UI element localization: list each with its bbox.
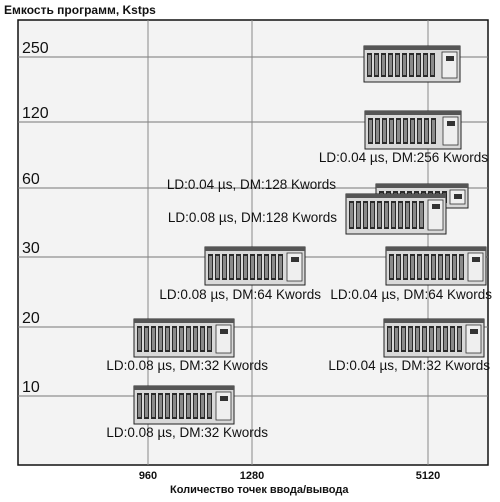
x-tick-label: 5120 bbox=[416, 470, 440, 482]
plc-module-image bbox=[385, 246, 487, 286]
data-point-label: LD:0.04 µs, DM:128 Kwords bbox=[167, 177, 336, 192]
plc-module-image bbox=[133, 318, 235, 358]
plot-frame bbox=[17, 19, 489, 466]
data-point-label: LD:0.08 µs, DM:32 Kwords bbox=[106, 358, 268, 373]
x-tick-label: 960 bbox=[139, 470, 157, 482]
y-tick-label: 250 bbox=[22, 40, 49, 57]
plc-module-image bbox=[383, 318, 485, 358]
data-point-label: LD:0.08 µs, DM:32 Kwords bbox=[106, 425, 268, 440]
y-tick-label: 10 bbox=[22, 379, 40, 396]
y-axis-label: Емкость программ, Kstps bbox=[4, 3, 156, 17]
data-point-label: LD:0.04 µs, DM:64 Kwords bbox=[330, 287, 492, 302]
data-point-label: LD:0.08 µs, DM:128 Kwords bbox=[168, 210, 337, 225]
plc-module-image bbox=[363, 45, 461, 83]
x-axis-label: Количество точек ввода/вывода bbox=[170, 484, 349, 496]
x-tick-label: 1280 bbox=[240, 470, 264, 482]
data-point-label: LD:0.04 µs, DM:256 Kwords bbox=[319, 150, 488, 165]
data-point-label: LD:0.08 µs, DM:64 Kwords bbox=[159, 287, 321, 302]
y-tick-label: 30 bbox=[22, 240, 40, 257]
y-tick-label: 60 bbox=[22, 171, 40, 188]
plc-module-image bbox=[204, 246, 306, 286]
y-tick-label: 120 bbox=[22, 105, 49, 122]
y-tick-label: 20 bbox=[22, 310, 40, 327]
plc-module-image bbox=[345, 193, 447, 235]
data-point-label: LD:0.04 µs, DM:32 Kwords bbox=[328, 358, 490, 373]
plc-module-image bbox=[364, 110, 462, 150]
plc-module-image bbox=[133, 385, 235, 425]
